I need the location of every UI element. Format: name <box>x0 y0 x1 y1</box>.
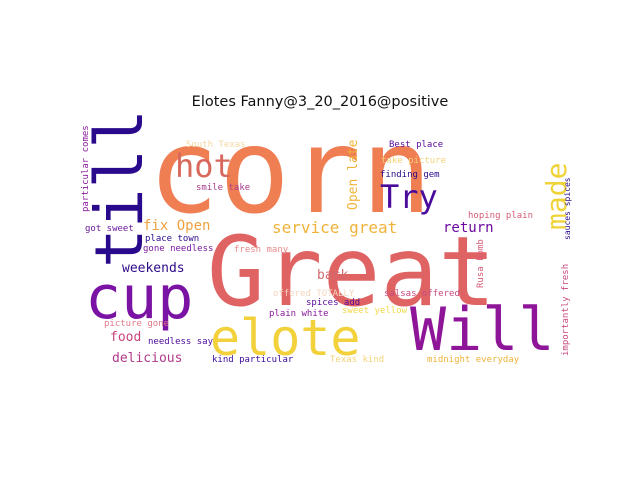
word-open-late: Open late <box>346 139 361 210</box>
word-hoping-plain: hoping plain <box>468 211 533 221</box>
word-will: Will <box>410 295 555 365</box>
word-kind-particular: kind particular <box>212 355 294 365</box>
word-south-texas: South Texas <box>186 140 246 150</box>
word-rusa-bomb: Rusa bomb <box>476 239 486 288</box>
word-cup: cup <box>85 263 193 333</box>
word-sweet-yellow: sweet yellow <box>342 306 408 316</box>
word-elote: elote <box>210 309 361 367</box>
word-got-sweet: got sweet <box>85 224 134 234</box>
word-great: Great <box>207 216 496 328</box>
word-fix-open: fix Open <box>143 218 210 234</box>
word-particular-comes: particular comes <box>81 125 91 212</box>
word-fresh-many: fresh many <box>234 245 289 255</box>
chart-title: Elotes Fanny@3_20_2016@positive <box>191 94 449 110</box>
word-food: food <box>110 330 141 345</box>
word-return: return <box>443 220 494 236</box>
word-made: made <box>540 163 573 230</box>
word-offered-totally: offered TOTALLY <box>273 289 355 299</box>
word-best-place: Best place <box>389 140 443 150</box>
word-texas-kind: Texas kind <box>330 355 384 365</box>
word-try: Try <box>380 178 438 216</box>
word-take-picture: take picture <box>381 156 446 166</box>
word-spices-add: spices add <box>306 298 360 308</box>
word-importantly-fresh: importantly fresh <box>561 264 571 356</box>
word-picture-gone: picture gone <box>104 319 169 329</box>
word-midnight-everyday: midnight everyday <box>427 355 520 365</box>
word-hot: hot <box>175 147 233 185</box>
word-smile-take: smile take <box>196 183 250 193</box>
word-needless-say: needless say <box>148 337 214 347</box>
word-gone-needless: gone needless <box>143 244 213 254</box>
word-delicious: delicious <box>112 351 182 366</box>
word-plain-white: plain white <box>269 309 329 319</box>
word-back: back <box>317 268 348 283</box>
word-till: till <box>81 109 158 268</box>
word-place-town: place town <box>145 234 199 244</box>
word-service-great: service great <box>272 218 397 237</box>
word-sauces-spices: sauces spices <box>563 177 572 240</box>
word-weekends: weekends <box>122 261 185 276</box>
word-salsas-offered: salsas offered <box>384 289 460 299</box>
word-finding-gem: finding gem <box>380 170 440 180</box>
word-corn: corn <box>148 102 432 240</box>
